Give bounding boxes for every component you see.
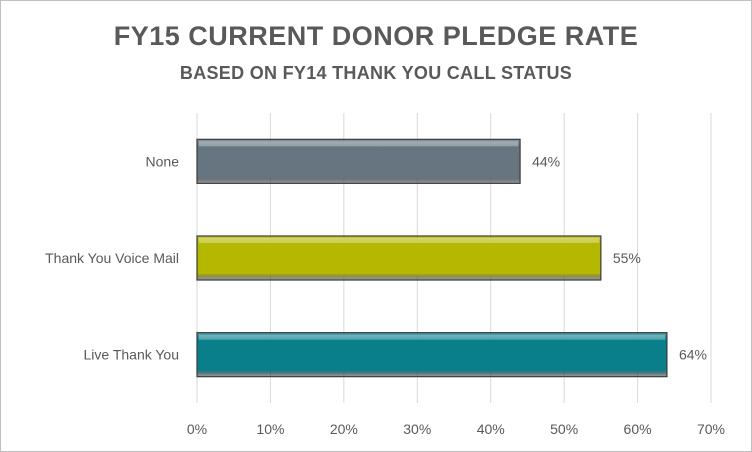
- chart-title: FY15 CURRENT DONOR PLEDGE RATE: [113, 21, 639, 51]
- data-label: 64%: [679, 347, 707, 363]
- x-tick-label: 0%: [187, 421, 207, 437]
- bars: [196, 138, 668, 378]
- category-label: None: [146, 153, 180, 169]
- category-label: Thank You Voice Mail: [45, 250, 179, 266]
- data-label: 55%: [613, 250, 641, 266]
- bar-highlight: [199, 238, 599, 243]
- bar-live-thank-you: [196, 332, 668, 378]
- x-tick-label: 70%: [697, 421, 725, 437]
- x-tick-label: 10%: [256, 421, 284, 437]
- x-tick-label: 50%: [550, 421, 578, 437]
- chart-subtitle: BASED ON FY14 THANK YOU CALL STATUS: [179, 63, 573, 83]
- labels: 0% 10% 20% 30% 40% 50% 60% 70% None 44% Thank You …: [45, 153, 725, 437]
- bar-highlight: [199, 334, 665, 340]
- x-tick-label: 60%: [624, 421, 652, 437]
- x-tick-label: 20%: [330, 421, 358, 437]
- category-label: Live Thank You: [84, 347, 180, 363]
- x-tick-label: 40%: [477, 421, 505, 437]
- bar-none: [196, 138, 521, 184]
- x-tick-label: 30%: [403, 421, 431, 437]
- bar-highlight: [199, 141, 519, 147]
- data-label: 44%: [532, 153, 560, 169]
- bar-thank-you-voice-mail: [196, 235, 602, 281]
